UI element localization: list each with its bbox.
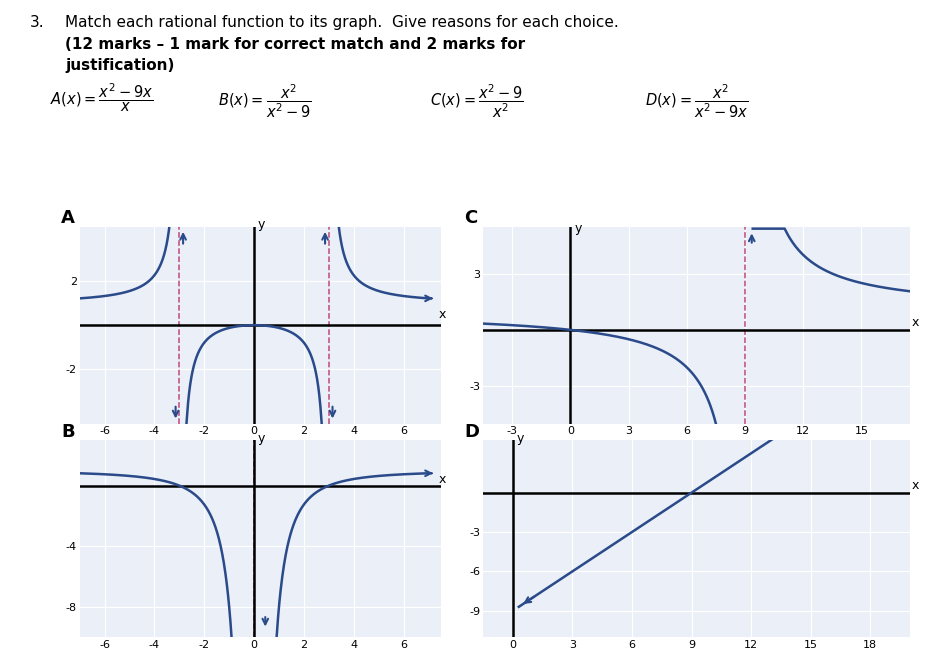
- Text: $C(x) = \dfrac{x^2-9}{x^2}$: $C(x) = \dfrac{x^2-9}{x^2}$: [430, 82, 523, 120]
- Text: 3.: 3.: [30, 15, 45, 30]
- Text: y: y: [258, 218, 265, 231]
- Text: y: y: [517, 432, 524, 444]
- Text: $A(x) = \dfrac{x^2-9x}{x}$: $A(x) = \dfrac{x^2-9x}{x}$: [50, 82, 153, 114]
- Text: y: y: [258, 432, 265, 445]
- Text: Match each rational function to its graph.  Give reasons for each choice.: Match each rational function to its grap…: [65, 15, 619, 30]
- Text: x: x: [438, 308, 446, 321]
- Text: A: A: [61, 209, 75, 227]
- Text: (12 marks – 1 mark for correct match and 2 marks for: (12 marks – 1 mark for correct match and…: [65, 37, 525, 52]
- Text: x: x: [912, 479, 919, 492]
- Text: justification): justification): [65, 58, 174, 73]
- Text: $B(x) = \dfrac{x^2}{x^2-9}$: $B(x) = \dfrac{x^2}{x^2-9}$: [218, 82, 311, 120]
- Text: x: x: [438, 473, 446, 486]
- Text: $D(x) = \dfrac{x^2}{x^2-9x}$: $D(x) = \dfrac{x^2}{x^2-9x}$: [645, 82, 749, 120]
- Text: C: C: [464, 209, 477, 227]
- Text: y: y: [574, 222, 582, 235]
- Text: B: B: [61, 423, 75, 441]
- Text: D: D: [464, 423, 479, 441]
- Text: x: x: [912, 316, 919, 329]
